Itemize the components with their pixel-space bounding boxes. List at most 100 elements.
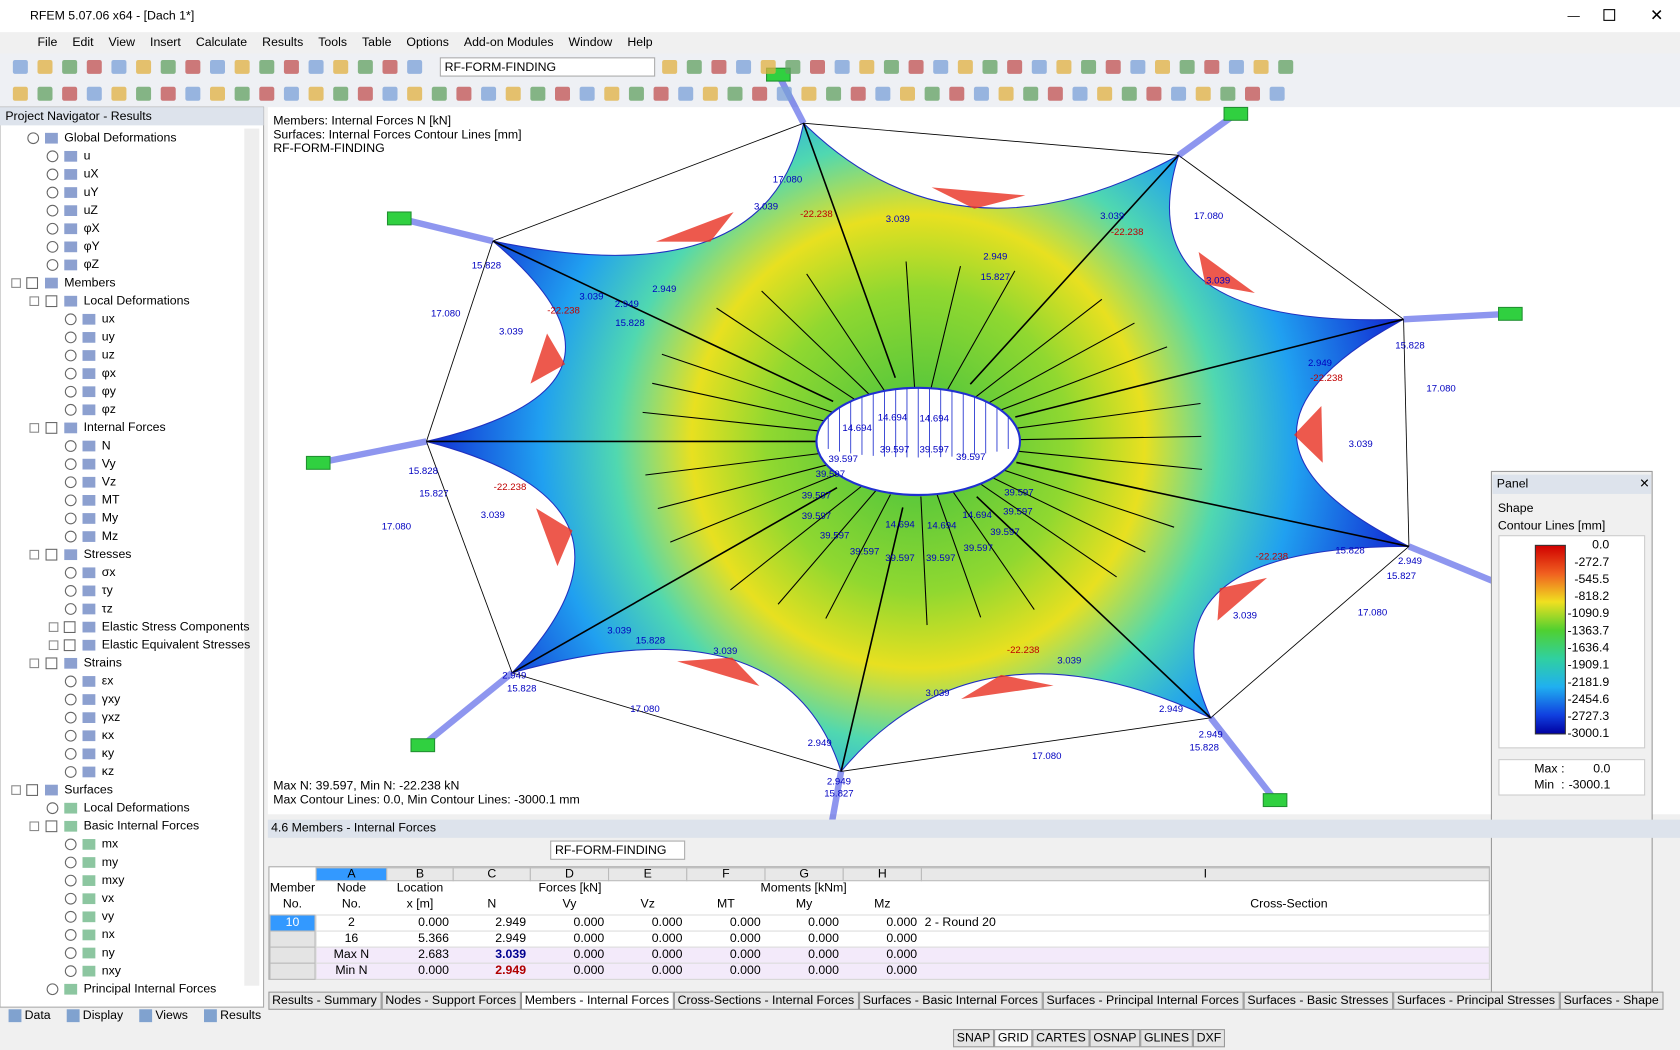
radio[interactable] [46,150,59,163]
tree-item[interactable]: Elastic Stress Components [102,619,250,633]
toolbar-button[interactable] [62,86,78,101]
toolbar-button[interactable] [1072,86,1088,101]
toolbar-button[interactable] [1179,60,1195,74]
tree-item[interactable]: my [102,855,119,869]
radio[interactable] [64,603,77,615]
toolbar-button[interactable] [850,86,866,101]
radio[interactable] [27,132,40,145]
toolbar-button[interactable] [1105,60,1121,74]
toolbar-button[interactable] [1253,60,1269,74]
radio[interactable] [64,856,77,869]
toolbar-button[interactable] [1278,60,1294,74]
menu-item[interactable]: Calculate [196,35,247,49]
tree-item[interactable]: Mz [102,529,118,543]
radio[interactable] [64,313,77,326]
checkbox[interactable] [26,277,39,289]
tree-item[interactable]: Principal Internal Forces [84,981,217,995]
tree-item[interactable]: nx [102,927,116,941]
tree-item[interactable]: uY [84,185,99,199]
tree-item[interactable]: κx [102,728,115,742]
tree-item[interactable]: u [84,149,91,163]
radio[interactable] [64,693,77,706]
tree-item[interactable]: εx [102,674,114,688]
checkbox[interactable] [45,820,58,833]
expander[interactable] [29,296,40,307]
tree-item[interactable]: uX [84,167,99,181]
toolbar-button[interactable] [579,86,595,101]
toolbar-button[interactable] [908,60,924,74]
tree-item[interactable]: Global Deformations [64,130,176,144]
table-tab-label[interactable]: Surfaces - Principal Stresses [1397,993,1555,1007]
toolbar-button[interactable] [1031,60,1047,74]
toolbar-button[interactable] [653,86,669,101]
checkbox[interactable] [45,295,58,308]
tree-item[interactable]: My [102,511,119,525]
radio[interactable] [64,874,77,887]
radio[interactable] [64,910,77,923]
toolbar-button[interactable] [760,60,776,74]
radio[interactable] [64,349,77,362]
toolbar-button[interactable] [1146,86,1162,101]
expander[interactable] [48,640,59,651]
toolbar-button[interactable] [1121,86,1137,101]
toolbar-button[interactable] [12,60,28,74]
navigator-tab[interactable]: Views [155,1008,188,1022]
toolbar-button[interactable] [1130,60,1146,74]
toolbar-button[interactable] [136,86,152,101]
radio[interactable] [64,965,77,978]
checkbox[interactable] [63,639,76,652]
table-tab[interactable] [1042,991,1244,1010]
table-tab[interactable] [381,991,521,1010]
expander[interactable] [29,821,40,832]
toolbar-button[interactable] [86,86,102,101]
tree-item[interactable]: Vz [102,475,116,489]
tree-item[interactable]: Strains [84,656,122,670]
tree-item[interactable]: Members [64,275,115,289]
toolbar-button[interactable] [973,86,989,101]
toolbar-button[interactable] [333,60,349,74]
tree-item[interactable]: γxy [102,692,121,706]
toolbar-button[interactable] [1081,60,1097,74]
radio[interactable] [64,331,77,344]
radio[interactable] [46,168,59,181]
toolbar-button[interactable] [185,86,201,101]
toolbar-button[interactable] [37,60,53,74]
radio[interactable] [46,240,59,253]
tree-item[interactable]: κz [102,764,114,778]
toolbar-button[interactable] [949,86,965,101]
toolbar-button[interactable] [826,86,842,101]
radio[interactable] [64,512,77,525]
tree-item[interactable]: φz [102,402,116,416]
tree-item[interactable]: φZ [84,257,100,271]
status-label[interactable]: CARTES [1036,1030,1086,1044]
toolbar-button[interactable] [785,60,801,74]
toolbar-button[interactable] [357,86,373,101]
toolbar-button[interactable] [481,86,497,101]
status-button[interactable] [1192,1029,1225,1048]
toolbar-button[interactable] [1097,86,1113,101]
toolbar-button[interactable] [456,86,472,101]
scrollbar[interactable] [244,128,260,986]
tree-item[interactable]: vy [102,909,115,923]
radio[interactable] [64,476,77,489]
radio[interactable] [46,222,59,235]
menu-item[interactable]: Options [406,35,448,49]
checkbox[interactable] [45,422,58,434]
toolbar-button[interactable] [1056,60,1072,74]
status-button[interactable] [1032,1029,1090,1048]
toolbar-button[interactable] [555,86,570,101]
toolbar-button[interactable] [1155,60,1170,74]
toolbar-button[interactable] [234,86,250,101]
status-label[interactable]: DXF [1197,1030,1222,1044]
status-label[interactable]: OSNAP [1093,1030,1136,1044]
toolbar-button[interactable] [957,60,973,74]
checkbox[interactable] [45,657,58,670]
tree-item[interactable]: vx [102,891,115,905]
radio[interactable] [64,403,77,416]
toolbar-button[interactable] [752,86,768,101]
menu-item[interactable]: Insert [150,35,181,49]
tree-item[interactable]: ny [102,945,116,959]
toolbar-button[interactable] [136,60,152,74]
table-tab[interactable] [1393,991,1560,1010]
tree-item[interactable]: φX [84,221,100,235]
